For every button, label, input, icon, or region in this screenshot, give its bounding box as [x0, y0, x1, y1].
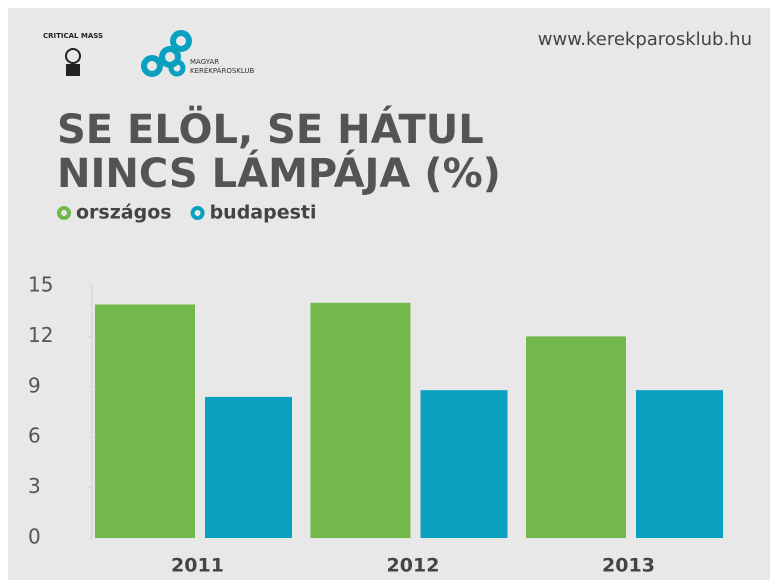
bar: [95, 304, 195, 538]
chart-title: SE ELÖL, SE HÁTUL: [57, 105, 484, 153]
bar: [636, 390, 723, 538]
legend-marker: [57, 206, 71, 220]
logo-text: CRITICAL MASS: [43, 32, 103, 40]
legend-label: országos: [76, 202, 172, 224]
club-logo: MAGYAR KERÉKPÁROSKLUB: [141, 30, 255, 77]
y-tick-label: 0: [28, 525, 41, 549]
y-tick-label: 12: [28, 323, 53, 347]
bar: [310, 302, 411, 538]
bar: [526, 336, 626, 538]
x-tick-label: 2013: [602, 555, 655, 577]
logo-icon: [65, 48, 81, 64]
x-tick-label: 2011: [171, 555, 224, 577]
source-url: www.kerekparosklub.hu: [538, 29, 752, 50]
logo-icon: [66, 64, 80, 76]
critical-mass-logo: CRITICAL MASS: [43, 32, 103, 76]
bar: [420, 390, 508, 538]
logo-ring: [168, 59, 186, 77]
logo-text: MAGYAR: [190, 58, 219, 66]
x-tick-label: 2012: [387, 555, 440, 577]
y-tick-label: 6: [28, 424, 41, 448]
legend-label: budapesti: [210, 202, 317, 224]
legend-marker: [190, 206, 205, 220]
y-tick-label: 3: [28, 474, 41, 498]
bar: [205, 396, 292, 538]
chart-title: NINCS LÁMPÁJA (%): [57, 149, 501, 197]
logo-text: KERÉKPÁROSKLUB: [190, 66, 255, 75]
logo-ring: [141, 55, 163, 77]
y-tick-label: 9: [28, 373, 41, 397]
logo-ring: [170, 30, 192, 52]
y-tick-label: 15: [28, 273, 53, 297]
